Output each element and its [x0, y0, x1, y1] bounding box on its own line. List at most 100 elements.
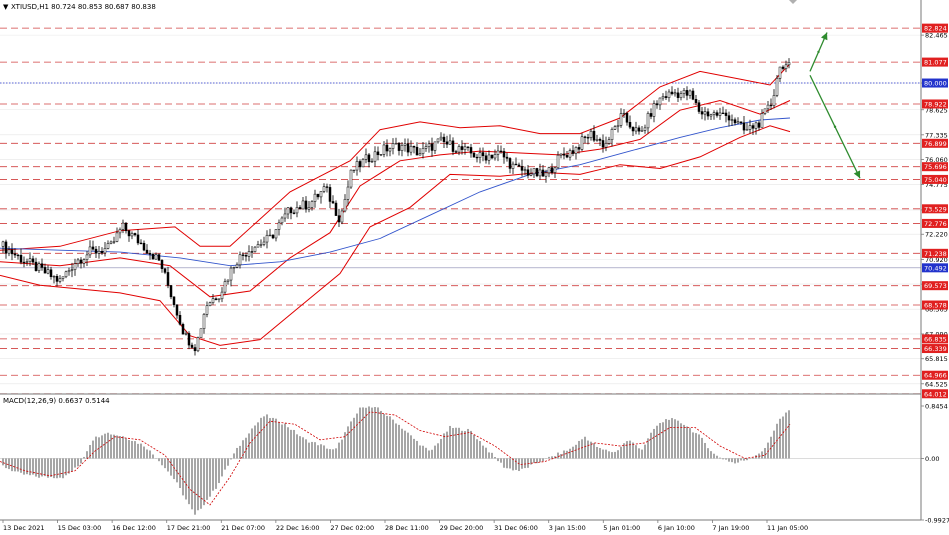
candle-body — [10, 249, 14, 255]
candle-body — [412, 145, 416, 148]
candle-body — [697, 102, 701, 112]
candle-body — [769, 104, 773, 107]
candle-body — [427, 143, 431, 147]
candle-body — [79, 259, 83, 264]
candle-body — [223, 281, 227, 293]
candle-body — [643, 127, 647, 131]
candle-body — [154, 254, 158, 260]
candle-body — [199, 328, 203, 339]
time-tick-label: 11 Jan 05:00 — [767, 524, 808, 532]
candle-body — [325, 186, 329, 188]
candle-body — [370, 160, 374, 163]
candle-body — [694, 99, 698, 103]
candle-body — [514, 163, 518, 166]
candle-body — [1, 241, 5, 247]
candle-body — [775, 78, 779, 96]
candle-body — [19, 254, 23, 263]
candle-body — [373, 151, 377, 162]
candle-body — [163, 268, 167, 273]
candle-body — [169, 285, 173, 298]
scroll-marker-icon[interactable] — [789, 0, 797, 4]
time-tick-label: 16 Dec 12:00 — [112, 524, 156, 532]
candle-body — [94, 248, 98, 254]
candle-body — [55, 275, 59, 282]
level-label: 69.573 — [924, 282, 947, 290]
level-label: 73.529 — [924, 205, 947, 213]
candle-body — [355, 161, 359, 171]
candle-body — [472, 152, 476, 158]
candle-body — [346, 186, 350, 200]
time-tick-label: 28 Dec 11:00 — [385, 524, 429, 532]
candle-body — [28, 258, 32, 262]
candle-body — [274, 229, 278, 239]
candle-body — [268, 234, 272, 237]
level-label: 81.077 — [924, 59, 947, 67]
price-tick-label: 76.060 — [925, 156, 948, 164]
candle-body — [166, 272, 170, 286]
candle-body — [634, 127, 638, 132]
level-label-bg — [922, 281, 948, 291]
candle-body — [535, 168, 539, 177]
candle-body — [625, 112, 629, 123]
level-label-bg — [922, 162, 948, 172]
level-label-bg — [922, 174, 948, 184]
level-label-bg — [922, 57, 948, 67]
candle-body — [469, 147, 473, 154]
candle-body — [82, 259, 86, 264]
candle-body — [619, 113, 623, 126]
macd-label: MACD(12,26,9) 0.6637 0.5144 — [3, 397, 110, 405]
candle-body — [31, 258, 35, 263]
candle-body — [292, 212, 296, 214]
candle-body — [580, 136, 584, 150]
time-tick-label: 29 Dec 20:00 — [440, 524, 484, 532]
candle-body — [262, 241, 266, 245]
candle-body — [13, 253, 17, 256]
candle-body — [760, 113, 764, 128]
candle-body — [709, 114, 713, 117]
candle-body — [406, 143, 410, 153]
candle-body — [319, 191, 323, 198]
candle-body — [121, 222, 125, 230]
candle-body — [238, 254, 242, 266]
candle-body — [556, 154, 560, 169]
candle-body — [298, 207, 302, 210]
candle-body — [49, 269, 53, 277]
candle-body — [529, 173, 533, 176]
time-tick-label: 6 Jan 10:00 — [658, 524, 695, 532]
level-label: 71.238 — [924, 250, 947, 258]
forecast-arrow-down-midpoint — [833, 125, 837, 128]
candle-body — [604, 143, 608, 148]
level-label-bg — [922, 334, 948, 344]
candle-body — [52, 275, 56, 278]
candle-body — [463, 146, 467, 150]
candle-body — [736, 121, 740, 124]
macd-signal-line — [0, 411, 791, 506]
candle-body — [133, 233, 137, 236]
candle-body — [58, 278, 62, 282]
candle-body — [421, 148, 425, 154]
candle-body — [448, 140, 452, 145]
candle-body — [148, 253, 152, 255]
candle-body — [340, 210, 344, 223]
level-label-bg — [922, 370, 948, 380]
candle-body — [478, 152, 482, 158]
candle-body — [46, 269, 50, 274]
chart-menu-icon[interactable]: ▼ — [3, 3, 9, 11]
candle-body — [175, 304, 179, 316]
candle-body — [178, 314, 182, 325]
candle-body — [361, 159, 365, 168]
candle-body — [403, 143, 407, 146]
candle-body — [157, 254, 161, 261]
time-tick-label: 7 Jan 19:00 — [712, 524, 749, 532]
candle-body — [607, 139, 611, 144]
level-label: 64.012 — [924, 390, 947, 398]
candle-body — [136, 234, 140, 244]
level-label: 66.339 — [924, 345, 947, 353]
candle-body — [430, 143, 434, 151]
candle-body — [106, 243, 110, 249]
candle-body — [322, 186, 326, 192]
candle-body — [577, 147, 581, 150]
candle-body — [658, 97, 662, 106]
candle-body — [481, 152, 485, 157]
